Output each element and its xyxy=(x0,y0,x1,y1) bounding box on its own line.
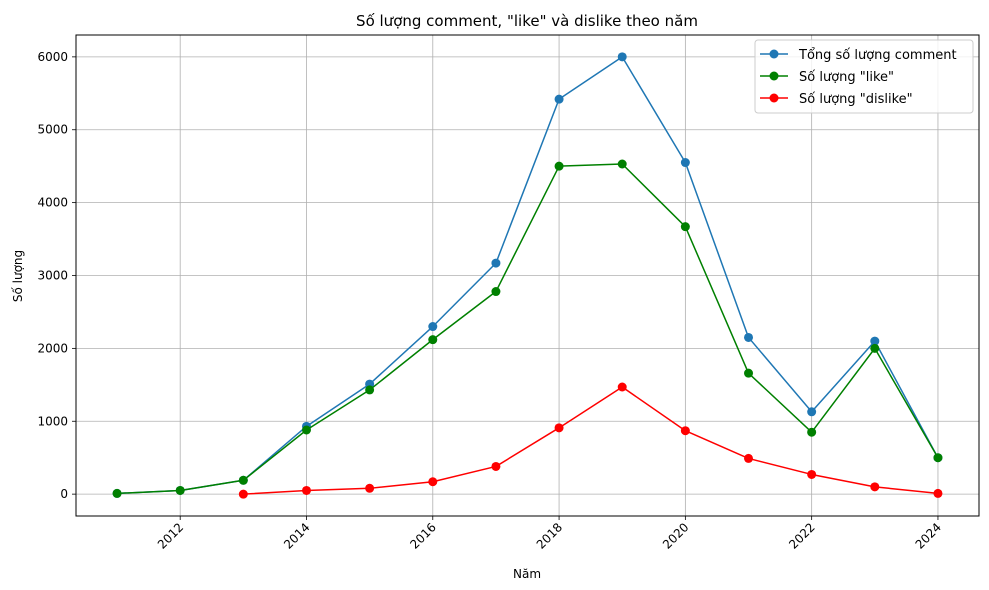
data-point xyxy=(428,335,438,345)
data-point xyxy=(428,477,438,487)
series-line xyxy=(117,163,939,495)
x-tick-label: 2020 xyxy=(660,520,691,551)
series-group xyxy=(238,382,943,499)
data-point xyxy=(870,336,880,346)
data-point xyxy=(933,488,943,498)
x-tick-label: 2014 xyxy=(281,520,312,551)
data-point xyxy=(554,423,564,433)
x-tick-label: 2022 xyxy=(786,520,817,551)
legend-marker xyxy=(769,71,779,81)
data-point xyxy=(744,453,754,463)
legend-label: Số lượng "dislike" xyxy=(799,92,913,107)
y-tick-label: 6000 xyxy=(37,50,68,64)
data-point xyxy=(238,489,248,499)
data-point xyxy=(807,469,817,479)
legend-label: Số lượng "like" xyxy=(799,70,894,85)
legend-marker xyxy=(769,49,779,59)
legend: Tổng số lượng comment Số lượng "like" Số l… xyxy=(754,39,974,114)
chart-title: Số lượng comment, "like" và dislike theo… xyxy=(356,12,698,30)
data-point xyxy=(301,485,311,495)
data-point xyxy=(554,161,564,171)
data-point xyxy=(238,475,248,485)
data-point xyxy=(744,368,754,378)
x-tick-label: 2024 xyxy=(913,520,944,551)
data-point xyxy=(617,159,627,169)
data-point xyxy=(491,258,501,268)
data-point xyxy=(554,94,564,104)
plot-series xyxy=(112,52,943,499)
data-point xyxy=(428,322,438,332)
data-point xyxy=(175,485,185,495)
x-tick-label: 2016 xyxy=(407,520,438,551)
data-point xyxy=(365,483,375,493)
y-tick-label: 3000 xyxy=(37,269,68,283)
data-point xyxy=(807,427,817,437)
series-group xyxy=(112,159,943,498)
legend-label: Tổng số lượng comment xyxy=(798,48,957,63)
x-tick-label: 2018 xyxy=(534,520,565,551)
x-tick-label: 2012 xyxy=(155,520,186,551)
legend-items: Tổng số lượng comment Số lượng "like" Số l… xyxy=(760,48,957,107)
y-tick-label: 1000 xyxy=(37,414,68,428)
data-point xyxy=(870,343,880,353)
x-axis-label: Năm xyxy=(513,567,541,581)
y-tick-label: 5000 xyxy=(37,123,68,137)
y-tick-label: 2000 xyxy=(37,341,68,355)
data-point xyxy=(112,488,122,498)
y-tick-label: 4000 xyxy=(37,196,68,210)
y-tick-label: 0 xyxy=(60,487,68,501)
data-point xyxy=(807,407,817,417)
data-point xyxy=(870,482,880,492)
data-point xyxy=(617,52,627,62)
series-line xyxy=(243,386,939,495)
data-point xyxy=(680,426,690,436)
data-point xyxy=(491,461,501,471)
data-point xyxy=(365,385,375,395)
data-point xyxy=(680,222,690,232)
data-point xyxy=(301,425,311,435)
data-point xyxy=(680,158,690,168)
y-axis-label: Số lượng xyxy=(11,250,25,302)
legend-marker xyxy=(769,93,779,103)
data-point xyxy=(933,453,943,463)
legend-box xyxy=(754,39,974,114)
data-point xyxy=(617,382,627,392)
data-point xyxy=(491,287,501,297)
data-point xyxy=(744,332,754,342)
